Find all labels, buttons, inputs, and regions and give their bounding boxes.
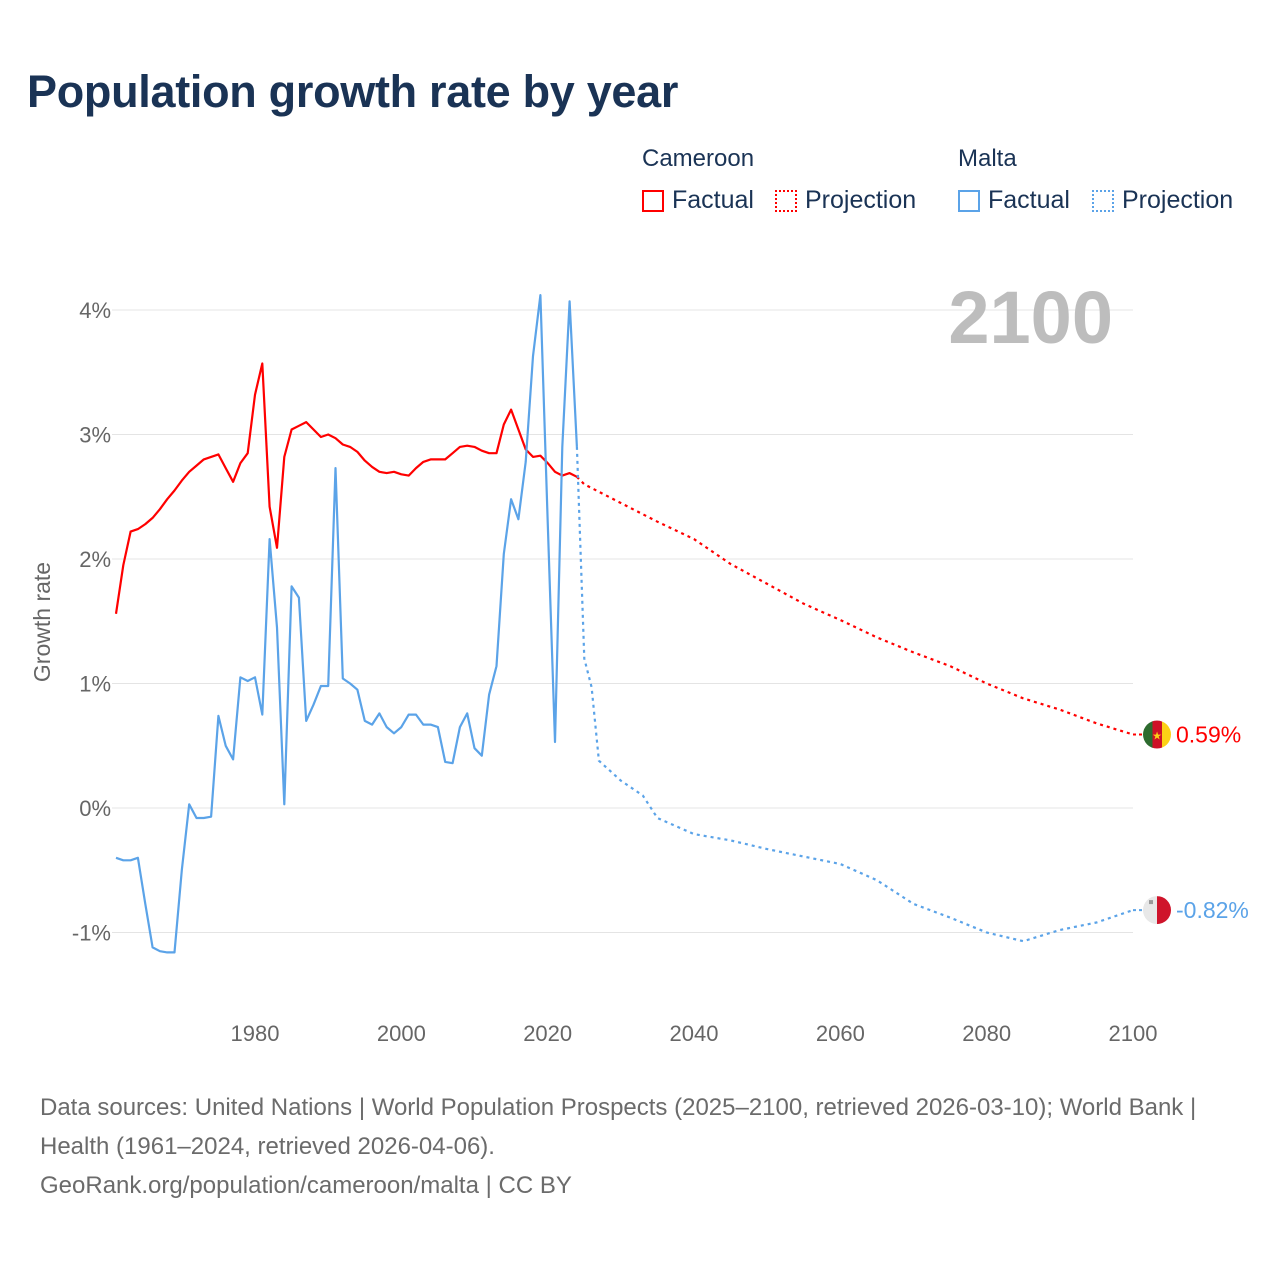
- legend-swatch-dotted: [775, 189, 797, 212]
- x-tick-label: 1980: [231, 1021, 280, 1046]
- cameroon-projection-line: [576, 476, 1134, 736]
- y-axis-label: Growth rate: [29, 562, 55, 682]
- x-tick-label: 2000: [377, 1021, 426, 1046]
- malta-end-value: -0.82%: [1176, 897, 1249, 923]
- y-tick-label: 0%: [79, 796, 111, 821]
- legend-cameroon-factual[interactable]: Factual: [642, 186, 754, 215]
- malta-flag-icon: [1143, 896, 1171, 925]
- legend-cameroon-projection[interactable]: Projection: [775, 186, 916, 215]
- x-tick-label: 2020: [523, 1021, 572, 1046]
- legend-swatch-dotted: [1092, 189, 1114, 212]
- x-tick-label: 2060: [816, 1021, 865, 1046]
- legend-label: Factual: [988, 186, 1070, 214]
- y-tick-label: 1%: [79, 672, 111, 697]
- x-tick-label: 2100: [1109, 1021, 1158, 1046]
- cameroon-flag-icon: ★: [1143, 720, 1171, 749]
- legend-label: Projection: [805, 186, 917, 214]
- data-sources-text: Data sources: United Nations | World Pop…: [40, 1094, 1197, 1160]
- y-tick-label: -1%: [72, 921, 111, 946]
- y-tick-label: 4%: [79, 298, 111, 323]
- legend-swatch-solid: [958, 189, 980, 212]
- current-year-display: 2100: [948, 276, 1113, 359]
- legend-label: Projection: [1122, 186, 1234, 214]
- legend-group-cameroon: Cameroon: [642, 145, 755, 172]
- legend-group-malta: Malta: [958, 145, 1017, 172]
- malta-projection-line: [575, 446, 1134, 943]
- x-tick-label: 2080: [962, 1021, 1011, 1046]
- page-title: Population growth rate by year: [27, 66, 679, 117]
- legend-malta-projection[interactable]: Projection: [1092, 186, 1233, 215]
- cameroon-end-value: 0.59%: [1176, 722, 1241, 748]
- footer: Data sources: United Nations | World Pop…: [40, 1088, 1240, 1205]
- x-tick-label: 2040: [670, 1021, 719, 1046]
- cameroon-factual-line: [114, 362, 578, 614]
- svg-text:★: ★: [1152, 731, 1162, 743]
- y-tick-label: 3%: [79, 423, 111, 448]
- legend-swatch-solid: [642, 189, 664, 212]
- legend-label: Factual: [672, 186, 754, 214]
- y-tick-label: 2%: [79, 547, 111, 572]
- line-chart: -1% 0% 1% 2% 3% 4% 1980 2000 2020 2040 2060 2080 210…: [29, 276, 1249, 1046]
- attribution-link[interactable]: GeoRank.org/population/cameroon/malta | …: [40, 1172, 572, 1199]
- legend-malta-factual[interactable]: Factual: [958, 186, 1070, 215]
- malta-factual-line: [115, 294, 578, 954]
